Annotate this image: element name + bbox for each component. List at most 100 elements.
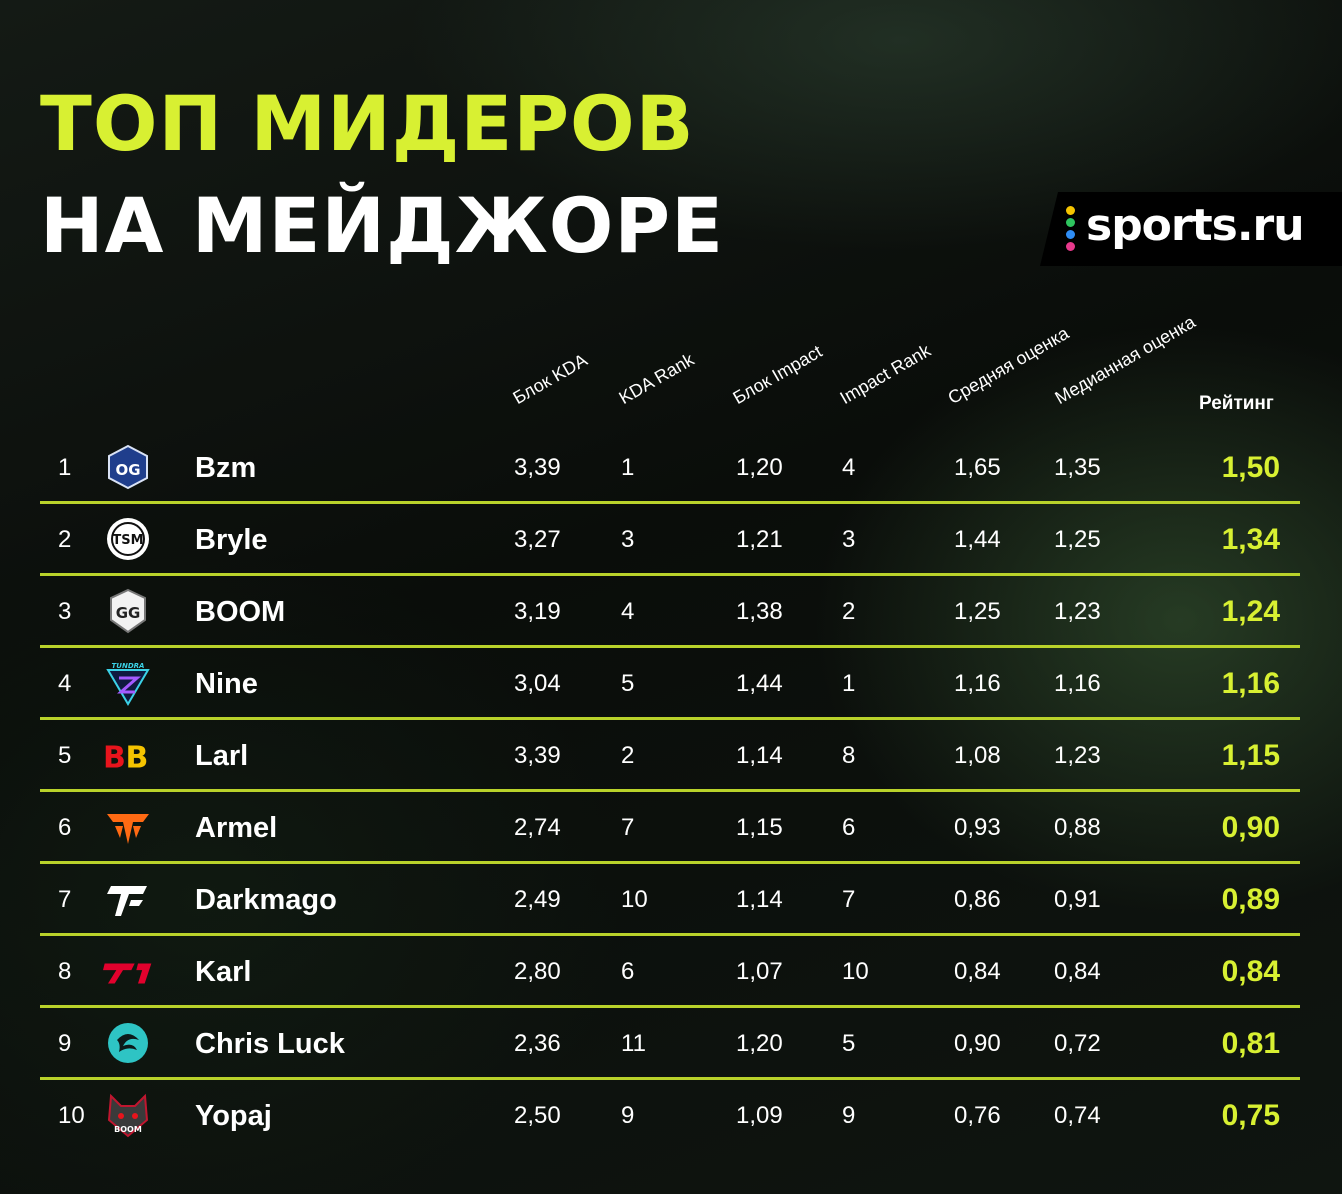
- impact-block-value: 1,20: [736, 1030, 783, 1057]
- rating-value: 0,84: [1221, 955, 1280, 988]
- player-name: Nine: [195, 668, 258, 700]
- tundra-logo-icon: TUNDRA: [103, 660, 153, 706]
- impact-rank-value: 3: [842, 526, 856, 553]
- table-row: 3 GG BOOM 3,19 4 1,38 2 1,25 1,23 1,24: [40, 576, 1300, 648]
- row-separator: [40, 1077, 1300, 1080]
- avg-score-value: 1,25: [954, 598, 1001, 625]
- table-row: 7 Darkmago 2,49 10 1,14 7 0,86 0,91 0,89: [40, 864, 1300, 936]
- median-score-value: 1,23: [1054, 742, 1101, 769]
- player-rank: 4: [58, 670, 72, 697]
- og-logo-icon: OG: [103, 444, 153, 490]
- avg-score-value: 1,65: [954, 454, 1001, 481]
- player-name: Darkmago: [195, 884, 337, 916]
- impact-block-value: 1,09: [736, 1102, 783, 1129]
- impact-rank-value: 9: [842, 1102, 856, 1129]
- median-score-value: 1,16: [1054, 670, 1101, 697]
- impact-block-value: 1,14: [736, 742, 783, 769]
- kda-rank-value: 1: [621, 454, 635, 481]
- median-score-value: 0,88: [1054, 814, 1101, 841]
- player-name: Karl: [195, 956, 252, 988]
- kda-block-value: 3,19: [514, 598, 561, 625]
- fnatic-logo-icon: [103, 804, 153, 850]
- gaimin-gladiators-logo-icon: GG: [103, 588, 153, 634]
- row-separator: [40, 1005, 1300, 1008]
- svg-text:OG: OG: [115, 461, 140, 479]
- svg-text:TUNDRA: TUNDRA: [112, 662, 145, 670]
- avg-score-value: 0,90: [954, 1030, 1001, 1057]
- impact-block-value: 1,20: [736, 454, 783, 481]
- impact-block-value: 1,38: [736, 598, 783, 625]
- kda-rank-value: 9: [621, 1102, 635, 1129]
- player-rank: 6: [58, 814, 72, 841]
- kda-block-value: 2,36: [514, 1030, 561, 1057]
- impact-rank-value: 1: [842, 670, 856, 697]
- impact-rank-value: 6: [842, 814, 856, 841]
- kda-block-value: 2,50: [514, 1102, 561, 1129]
- kda-block-value: 2,49: [514, 886, 561, 913]
- impact-rank-value: 7: [842, 886, 856, 913]
- player-rank: 1: [58, 454, 72, 481]
- impact-block-value: 1,21: [736, 526, 783, 553]
- row-separator: [40, 717, 1300, 720]
- kda-block-value: 2,74: [514, 814, 561, 841]
- kda-rank-value: 6: [621, 958, 635, 985]
- player-name: Bzm: [195, 452, 257, 484]
- t1-logo-icon: [103, 948, 153, 994]
- player-name: Yopaj: [195, 1100, 272, 1132]
- rating-value: 0,75: [1221, 1099, 1280, 1132]
- kda-rank-value: 2: [621, 742, 635, 769]
- svg-text:B: B: [103, 741, 126, 776]
- impact-block-value: 1,15: [736, 814, 783, 841]
- player-rank: 3: [58, 598, 72, 625]
- kda-block-value: 3,27: [514, 526, 561, 553]
- rating-value: 0,81: [1221, 1027, 1280, 1060]
- avg-score-value: 0,93: [954, 814, 1001, 841]
- table-row: 8 Karl 2,80 6 1,07 10 0,84 0,84 0,84: [40, 936, 1300, 1008]
- rating-value: 0,90: [1221, 811, 1280, 844]
- avg-score-value: 1,08: [954, 742, 1001, 769]
- kda-rank-value: 10: [621, 886, 648, 913]
- median-score-value: 1,25: [1054, 526, 1101, 553]
- kda-rank-value: 3: [621, 526, 635, 553]
- row-separator: [40, 861, 1300, 864]
- kda-block-value: 2,80: [514, 958, 561, 985]
- avg-score-value: 0,84: [954, 958, 1001, 985]
- kda-block-value: 3,39: [514, 742, 561, 769]
- kda-rank-value: 11: [621, 1030, 646, 1057]
- rating-value: 1,16: [1221, 667, 1280, 700]
- thunder-logo-icon: [103, 876, 153, 922]
- brand-logo: sports.ru: [1086, 200, 1305, 251]
- median-score-value: 0,91: [1054, 886, 1101, 913]
- table-row: 4 TUNDRA Nine 3,04 5 1,44 1 1,16 1,16 1,…: [40, 648, 1300, 720]
- impact-rank-value: 8: [842, 742, 856, 769]
- table-row: 1 OG Bzm 3,39 1 1,20 4 1,65 1,35 1,50: [40, 432, 1300, 504]
- impact-rank-value: 2: [842, 598, 856, 625]
- median-score-value: 1,23: [1054, 598, 1101, 625]
- svg-text:BOOM: BOOM: [114, 1125, 142, 1134]
- title-line-1: ТОП МИДЕРОВ: [40, 79, 695, 168]
- player-name: Chris Luck: [195, 1028, 345, 1060]
- player-name: BOOM: [195, 596, 286, 628]
- table-row: 6 Armel 2,74 7 1,15 6 0,93 0,88 0,90: [40, 792, 1300, 864]
- player-name: Armel: [195, 812, 278, 844]
- row-separator: [40, 933, 1300, 936]
- brand-dots-icon: [1066, 206, 1078, 254]
- median-score-value: 1,35: [1054, 454, 1101, 481]
- impact-rank-value: 5: [842, 1030, 856, 1057]
- table-row: 2 TSM Bryle 3,27 3 1,21 3 1,44 1,25 1,34: [40, 504, 1300, 576]
- avg-score-value: 0,76: [954, 1102, 1001, 1129]
- impact-block-value: 1,14: [736, 886, 783, 913]
- tsm-logo-icon: TSM: [103, 516, 153, 562]
- row-separator: [40, 573, 1300, 576]
- svg-text:B: B: [126, 741, 149, 776]
- player-rank: 5: [58, 742, 72, 769]
- rating-value: 1,34: [1221, 523, 1280, 556]
- kda-block-value: 3,39: [514, 454, 561, 481]
- avg-score-value: 0,86: [954, 886, 1001, 913]
- impact-rank-value: 4: [842, 454, 856, 481]
- row-separator: [40, 789, 1300, 792]
- player-name: Bryle: [195, 524, 268, 556]
- player-name: Larl: [195, 740, 249, 772]
